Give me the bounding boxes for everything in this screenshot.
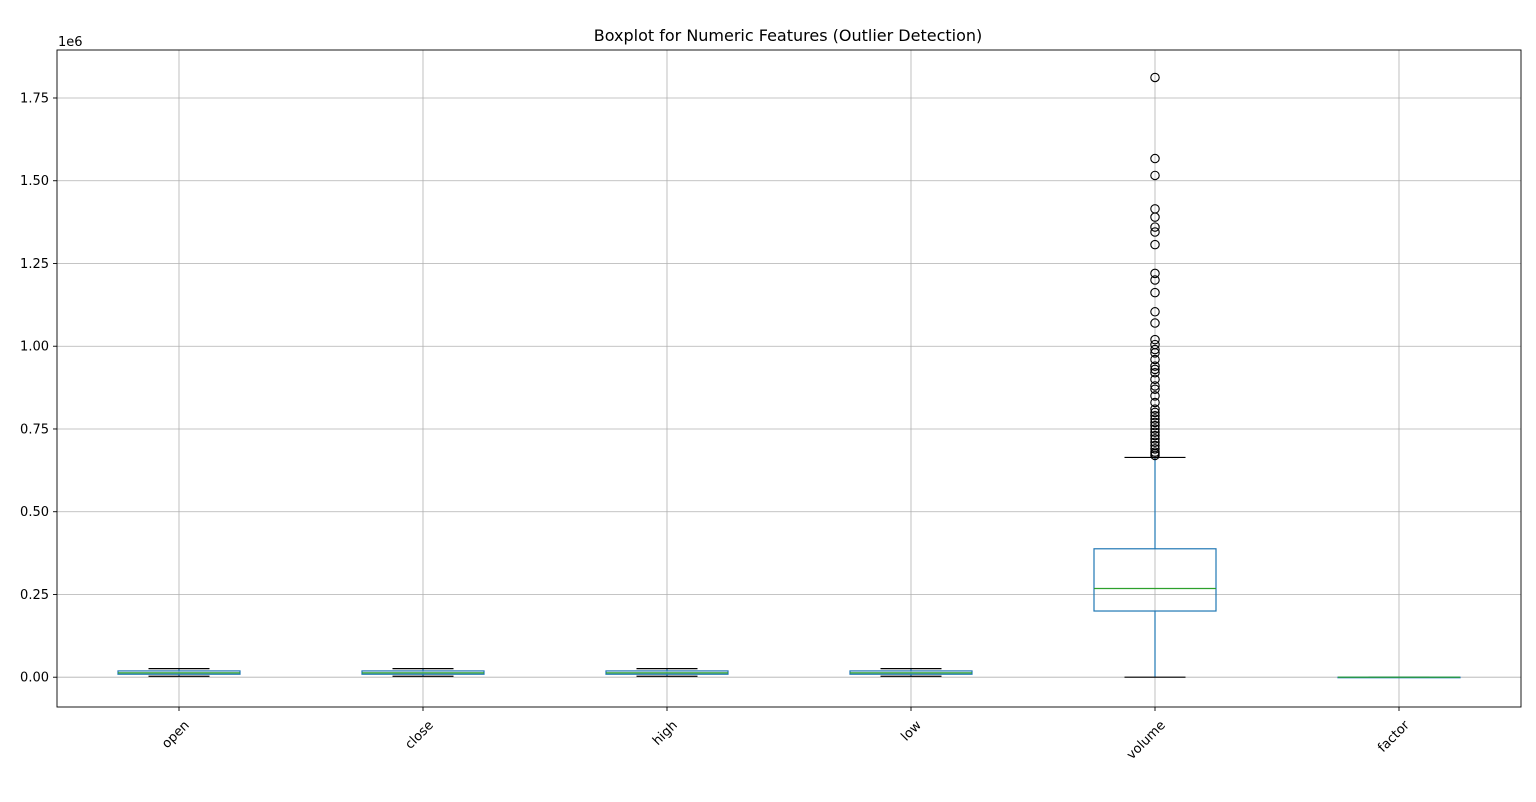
outlier-point xyxy=(1150,450,1160,461)
y-tick-label: 1.50 xyxy=(20,174,49,189)
outlier-point xyxy=(1150,344,1160,355)
outlier-point xyxy=(1150,222,1160,232)
outlier-point xyxy=(1150,275,1160,285)
outlier-point xyxy=(1150,287,1160,298)
outlier-point xyxy=(1150,307,1160,317)
outlier-point xyxy=(1150,153,1160,164)
outlier-point xyxy=(1150,239,1160,250)
outlier-point xyxy=(1150,391,1160,401)
outlier-point xyxy=(1150,348,1160,358)
outlier-point xyxy=(1150,170,1160,181)
outlier-point xyxy=(1150,407,1160,418)
outlier-point xyxy=(1150,318,1160,328)
outlier-point xyxy=(1150,427,1160,438)
outlier-point xyxy=(1150,364,1160,375)
box-low xyxy=(849,668,973,677)
plot-frame xyxy=(56,49,1522,708)
y-tick-label: 1.75 xyxy=(20,91,49,106)
box-high xyxy=(605,668,729,677)
outlier-point xyxy=(1150,420,1160,431)
grid-lines xyxy=(57,50,1521,707)
outlier-point xyxy=(1150,384,1160,395)
box-open xyxy=(117,668,241,677)
outlier-point xyxy=(1150,227,1160,237)
outlier-point xyxy=(1150,374,1160,385)
outlier-point xyxy=(1150,417,1160,428)
outlier-point xyxy=(1150,367,1160,378)
x-tick-label-low: low xyxy=(898,718,925,745)
y-tick-label: 0.50 xyxy=(20,505,49,520)
x-tick-label-volume: volume xyxy=(1124,718,1169,763)
axes: 0.00 0.25 0.50 0.75 1.00 1.25 1.50 1.75 open clos… xyxy=(20,49,1522,763)
y-tick-label: 0.00 xyxy=(20,671,49,686)
iqr-box xyxy=(1093,548,1217,612)
outlier-point xyxy=(1150,410,1160,421)
outlier-point xyxy=(1150,434,1160,444)
box-close xyxy=(361,668,485,677)
box-factor xyxy=(1337,676,1461,679)
x-tick-label-close: close xyxy=(402,718,436,752)
outlier-point xyxy=(1150,437,1160,447)
x-tick-label-high: high xyxy=(650,718,681,749)
outlier-point xyxy=(1150,414,1160,424)
chart-title: Boxplot for Numeric Features (Outlier De… xyxy=(594,26,983,45)
outlier-point xyxy=(1150,268,1160,279)
x-tick-label-factor: factor xyxy=(1375,718,1413,756)
outlier-point xyxy=(1150,334,1160,345)
outlier-point xyxy=(1150,361,1160,371)
y-axis-offset-label: 1e6 xyxy=(58,35,83,50)
y-tick-label: 1.25 xyxy=(20,257,49,272)
outlier-point xyxy=(1150,381,1160,391)
box-volume xyxy=(1093,72,1217,678)
x-tick-label-open: open xyxy=(159,718,193,752)
y-tick-label: 0.25 xyxy=(20,588,49,603)
outlier-point xyxy=(1150,444,1160,454)
outlier-point xyxy=(1150,354,1160,365)
outlier-point xyxy=(1150,72,1160,83)
box-series xyxy=(117,72,1461,679)
outlier-point xyxy=(1150,404,1160,414)
y-tick-label: 0.75 xyxy=(20,422,49,437)
y-tick-label: 1.00 xyxy=(20,340,49,355)
outlier-point xyxy=(1150,430,1160,441)
outlier-point xyxy=(1150,424,1160,434)
outlier-point xyxy=(1150,212,1160,222)
outlier-point xyxy=(1150,397,1160,408)
